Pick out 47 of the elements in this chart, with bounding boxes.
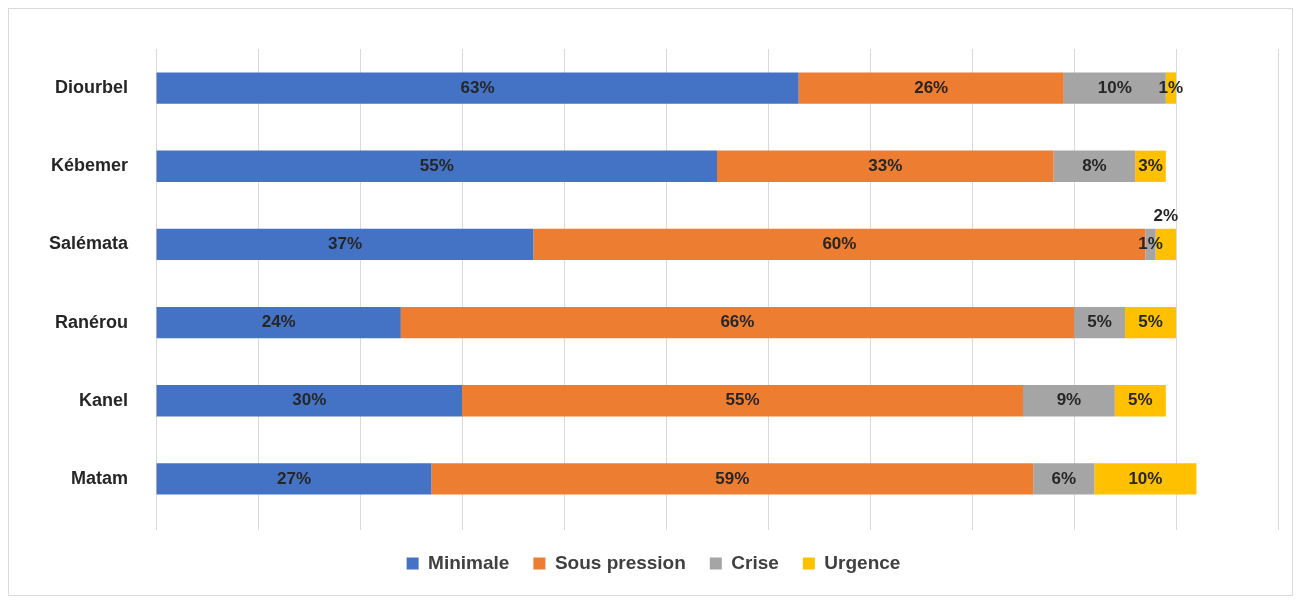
bar [798,72,1064,104]
data-label: 55% [725,390,760,410]
data-label: 55% [419,155,454,175]
bar [156,463,432,495]
data-label: 27% [276,468,312,488]
data-label: 30% [292,390,327,410]
data-label: 10% [1097,77,1132,97]
data-label: 59% [715,468,750,488]
data-label: 3% [1138,155,1163,175]
bar [1053,150,1136,182]
y-tick-label: Salémata [48,233,130,254]
bar [1033,463,1095,495]
bar [1094,463,1197,495]
data-label: 63% [460,77,495,97]
y-tick-label: Kébemer [51,155,129,176]
bar [717,150,1054,182]
data-label: 5% [1087,312,1112,332]
legend-label: Urgence [824,551,901,573]
y-tick-label: Matam [71,467,129,488]
bar [400,306,1075,339]
y-tick-label: Ranérou [55,311,129,332]
bar [1023,385,1115,417]
legend-label: Minimale [428,551,510,573]
data-label: 24% [261,312,296,332]
data-label: 60% [822,234,857,254]
y-tick-label: Kanel [79,389,129,410]
bar [156,228,534,261]
data-label: 9% [1056,390,1082,410]
bar [431,463,1034,495]
data-label: 8% [1082,155,1107,175]
data-label: 37% [327,234,363,254]
bar [462,385,1024,417]
data-label: 5% [1128,390,1153,410]
data-label: 5% [1138,312,1163,332]
bar [156,150,718,182]
data-label: 2% [1153,206,1179,226]
legend-label: Crise [731,551,779,573]
bar [156,306,401,339]
data-label: 6% [1051,468,1077,488]
bar [156,385,463,417]
data-label: 33% [868,155,903,175]
data-label: 10% [1128,468,1163,488]
legend-label: Sous pression [554,551,686,573]
data-label: 66% [720,312,755,332]
y-tick-label: Diourbel [55,77,129,98]
data-label: 26% [914,77,949,97]
bar [156,72,799,104]
